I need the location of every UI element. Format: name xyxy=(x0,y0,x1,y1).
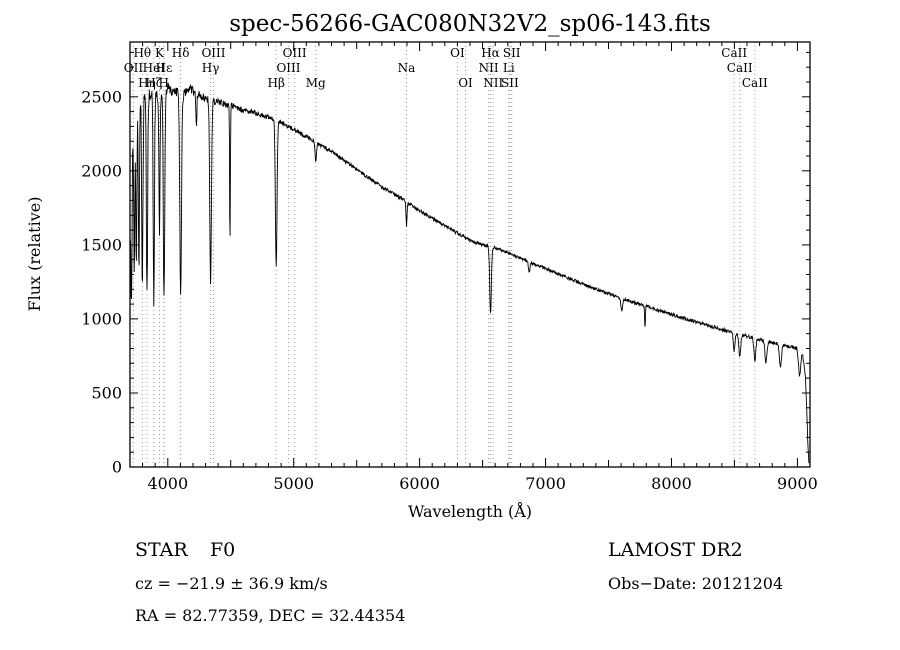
line-marker-label: Hζ xyxy=(145,76,162,90)
line-marker-label: HeI xyxy=(143,61,166,75)
line-marker-label: Hη xyxy=(138,76,156,90)
line-marker-label: Hε xyxy=(156,61,173,75)
line-marker-label: Hδ xyxy=(172,46,190,60)
y-tick-label: 1000 xyxy=(81,309,122,328)
spectrum-path xyxy=(129,82,810,464)
line-marker-label: Hθ xyxy=(133,46,151,60)
x-tick-label: 8000 xyxy=(651,474,692,493)
y-tick-label: 0 xyxy=(112,458,122,477)
line-marker-label: OIII xyxy=(283,46,307,60)
line-marker-label: CaII xyxy=(721,46,747,60)
x-tick-label: 4000 xyxy=(147,474,188,493)
line-marker-label: OIII xyxy=(201,46,225,60)
chart-title: spec-56266-GAC080N32V2_sp06-143.fits xyxy=(229,11,711,37)
line-marker-label: Na xyxy=(398,61,416,75)
line-marker-label: K xyxy=(155,46,165,60)
line-marker-label: H xyxy=(158,76,168,90)
y-axis-title: Flux (relative) xyxy=(25,197,44,312)
x-tick-label: 5000 xyxy=(273,474,314,493)
classification-subclass-label: F0 xyxy=(210,539,235,561)
line-marker-label: NII xyxy=(479,61,499,75)
line-marker-label: Li xyxy=(503,61,515,75)
line-marker-label: CaII xyxy=(727,61,753,75)
line-marker-label: CaII xyxy=(742,76,768,90)
line-marker-label: Hγ xyxy=(202,61,220,75)
x-tick-label: 9000 xyxy=(777,474,818,493)
line-marker-label: Hα xyxy=(481,46,500,60)
line-marker-label: NII xyxy=(483,76,503,90)
line-marker-label: OI xyxy=(458,76,473,90)
line-marker-label: SII xyxy=(503,46,521,60)
x-tick-label: 7000 xyxy=(525,474,566,493)
coordinates-label: RA = 82.77359, DEC = 32.44354 xyxy=(135,606,405,625)
line-marker-label: SII xyxy=(501,76,519,90)
line-marker-label: Mg xyxy=(306,76,326,90)
x-axis-title: Wavelength (Å) xyxy=(408,501,532,521)
classification-type-label: STAR xyxy=(135,539,188,561)
axes: 4000 5000 6000 7000 8000 9000 0 500 1000 1500 2000… xyxy=(81,41,818,493)
cz-velocity-label: cz = −21.9 ± 36.9 km/s xyxy=(135,574,328,593)
spectrum-trace xyxy=(129,82,810,464)
line-marker-label: Hβ xyxy=(267,76,284,90)
line-marker-label: OIII xyxy=(276,61,300,75)
y-tick-label: 2500 xyxy=(81,87,122,106)
x-tick-label: 6000 xyxy=(399,474,440,493)
line-marker-label: OI xyxy=(450,46,465,60)
y-tick-label: 1500 xyxy=(81,235,122,254)
survey-label: LAMOST DR2 xyxy=(608,539,743,561)
line-marker-label: OII xyxy=(124,61,144,75)
obs-date-label: Obs−Date: 20121204 xyxy=(608,574,783,593)
y-tick-label: 2000 xyxy=(81,161,122,180)
y-tick-label: 500 xyxy=(91,384,122,403)
